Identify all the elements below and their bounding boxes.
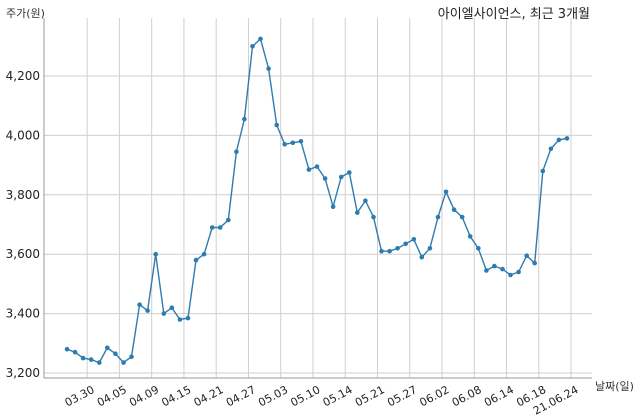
data-point: [427, 246, 433, 251]
data-point: [88, 357, 94, 362]
axis-layer: [43, 18, 592, 379]
data-point: [201, 251, 207, 257]
data-point: [113, 351, 118, 357]
data-point: [411, 237, 417, 242]
data-point: [451, 207, 457, 212]
data-point: [379, 248, 384, 254]
y-tick-label: 4,000: [6, 128, 40, 142]
data-points: [64, 36, 570, 365]
data-point: [508, 272, 513, 278]
x-axis-label: 날짜(일): [595, 379, 634, 393]
data-point: [395, 246, 400, 251]
x-tick-label: 05.03: [256, 383, 290, 409]
data-point: [564, 136, 570, 141]
data-point: [306, 167, 312, 172]
data-point: [169, 305, 175, 311]
x-tick-label: 04.05: [95, 383, 129, 409]
x-tick-labels: 03.3004.0504.0904.1504.2104.2705.0305.10…: [63, 383, 581, 417]
data-point: [419, 254, 425, 260]
y-tick-label: 3,200: [6, 366, 40, 380]
data-point: [161, 311, 167, 316]
x-tick-label: 06.14: [482, 383, 516, 409]
y-tick-label: 3,400: [6, 307, 40, 321]
x-tick-label: 03.30: [63, 383, 97, 409]
y-tick-labels: 3,200 3,400 3,600 3,800 4,000 4,200: [6, 69, 40, 380]
data-point: [258, 36, 263, 42]
data-point: [443, 189, 449, 195]
data-point: [467, 234, 473, 239]
data-point: [274, 122, 280, 128]
data-point: [105, 345, 110, 351]
data-point: [314, 164, 320, 169]
data-point: [80, 355, 86, 361]
data-point: [250, 44, 255, 49]
y-tick-label: 3,600: [6, 247, 40, 261]
data-point: [355, 210, 360, 215]
data-point: [226, 217, 231, 223]
data-point: [322, 176, 328, 181]
data-point: [72, 349, 78, 355]
data-point: [363, 198, 368, 203]
data-point: [145, 308, 150, 313]
data-point: [476, 246, 481, 251]
data-point: [330, 204, 336, 209]
data-point: [435, 214, 441, 220]
x-tick-label: 06.02: [417, 383, 451, 409]
data-point: [234, 149, 239, 154]
data-point: [177, 317, 183, 322]
data-point: [64, 346, 70, 352]
data-point: [492, 263, 497, 269]
data-point: [217, 225, 223, 230]
grid-layer: [44, 18, 592, 378]
data-point: [290, 140, 296, 146]
data-point: [484, 268, 489, 273]
x-tick-label: 05.27: [385, 383, 419, 409]
data-point: [97, 360, 102, 365]
x-tick-label: 04.15: [159, 383, 193, 409]
data-point: [459, 214, 465, 220]
data-point: [387, 248, 392, 254]
data-point: [193, 257, 199, 263]
data-point: [282, 142, 288, 147]
data-point: [347, 170, 352, 175]
data-point: [129, 354, 134, 360]
data-point: [153, 251, 158, 257]
data-point: [298, 139, 304, 144]
data-point: [532, 260, 537, 266]
x-tick-label: 05.21: [353, 383, 387, 409]
data-point: [266, 66, 271, 71]
data-point: [540, 168, 546, 174]
data-point: [516, 269, 521, 275]
data-point: [338, 174, 344, 180]
chart-title: 아이엘사이언스, 최근 3개월: [438, 7, 590, 22]
x-tick-label: 05.10: [288, 383, 322, 409]
x-tick-label: 04.21: [192, 383, 226, 409]
x-tick-label: 06.08: [450, 383, 484, 409]
data-point: [524, 253, 529, 258]
data-point: [209, 225, 215, 230]
y-tick-label: 3,800: [6, 188, 40, 202]
data-point: [242, 116, 247, 122]
x-tick-label: 05.14: [321, 383, 355, 409]
y-tick-label: 4,200: [6, 69, 40, 83]
data-point: [137, 302, 142, 308]
data-point: [121, 360, 126, 365]
data-point: [403, 241, 409, 247]
data-point: [371, 214, 376, 220]
x-tick-label: 04.27: [224, 383, 258, 409]
x-tick-label: 04.09: [127, 383, 161, 409]
data-point: [556, 137, 562, 143]
data-point: [185, 315, 191, 321]
y-axis-label: 주가(원): [6, 7, 45, 20]
data-point: [548, 146, 554, 152]
data-point: [500, 266, 505, 272]
